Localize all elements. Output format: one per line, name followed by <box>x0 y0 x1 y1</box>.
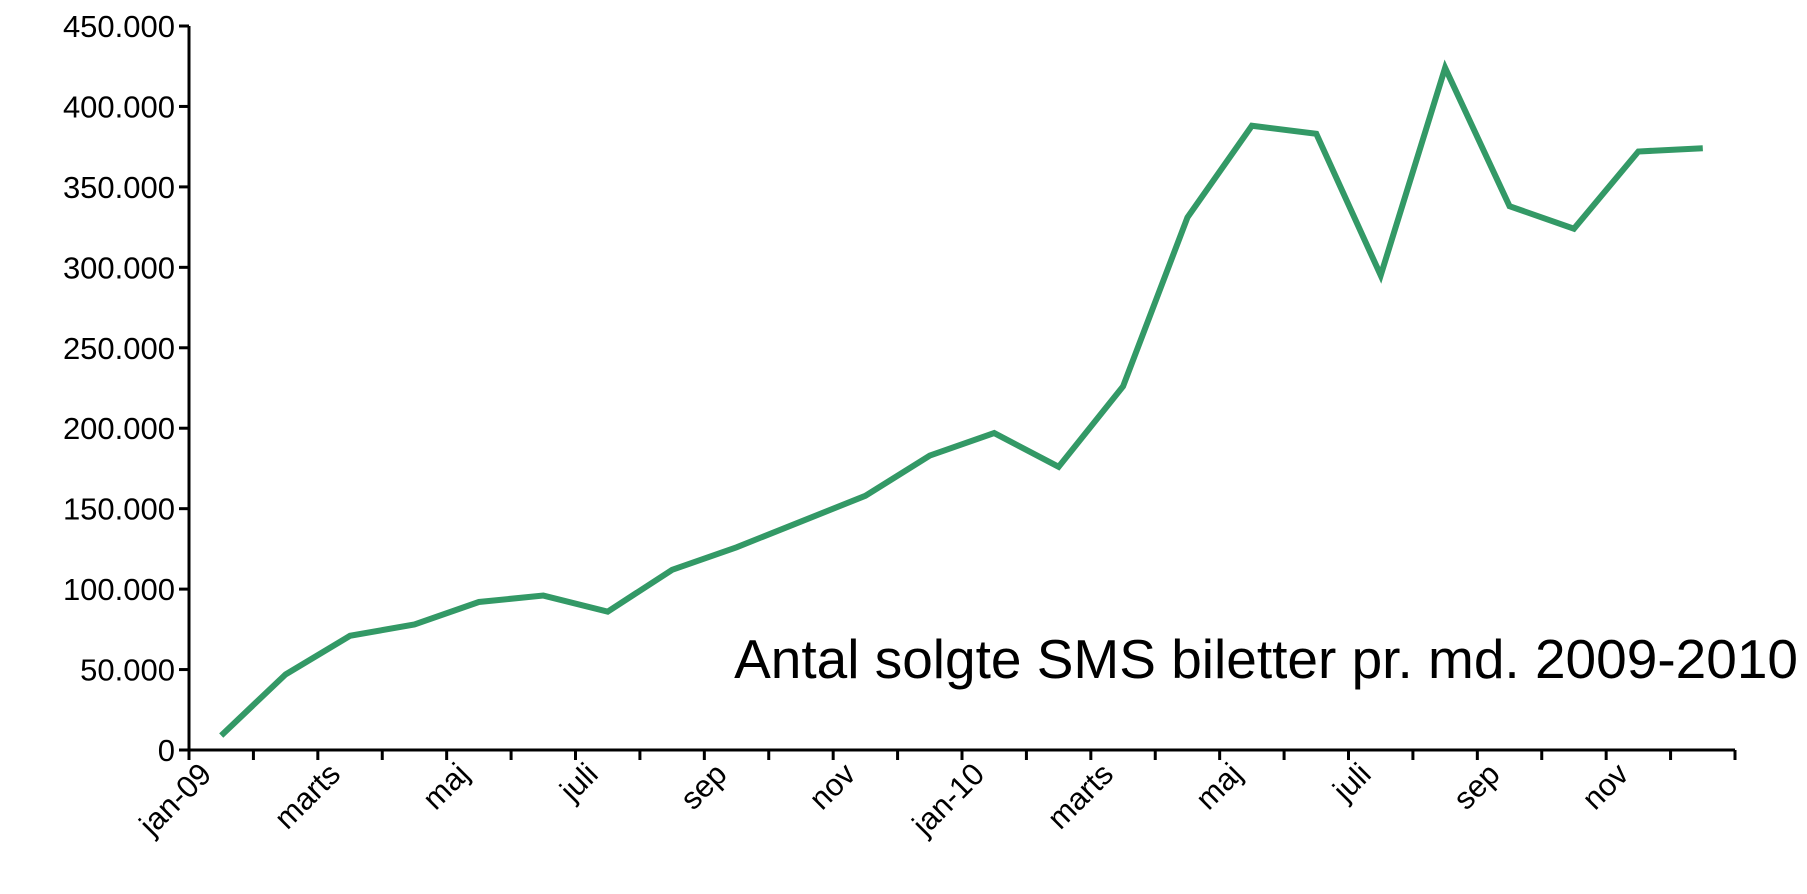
x-tick-label: maj <box>1189 756 1249 816</box>
y-tick-label: 250.000 <box>63 331 175 366</box>
y-tick-label: 450.000 <box>63 9 175 44</box>
y-tick-label: 0 <box>158 733 175 768</box>
y-tick-label: 150.000 <box>63 492 175 527</box>
x-tick-label: jan-09 <box>132 756 218 842</box>
y-tick-label: 200.000 <box>63 411 175 446</box>
x-tick-label: juli <box>1325 756 1377 808</box>
chart-title: Antal solgte SMS biletter pr. md. 2009-2… <box>734 628 1798 690</box>
x-tick-label: juli <box>552 756 604 808</box>
line-series <box>219 59 1703 738</box>
x-tick-label: marts <box>267 756 347 836</box>
x-tick-label: marts <box>1040 756 1120 836</box>
x-tick-label: sep <box>1446 756 1506 816</box>
x-tick-label: nov <box>802 756 862 816</box>
x-tick-label: maj <box>416 756 476 816</box>
x-tick-label: jan-10 <box>905 756 991 842</box>
y-tick-label: 350.000 <box>63 170 175 205</box>
x-tick-label: nov <box>1575 756 1635 816</box>
y-tick-label: 50.000 <box>80 653 175 688</box>
x-tick-label: sep <box>673 756 733 816</box>
y-tick-label: 300.000 <box>63 250 175 285</box>
y-tick-label: 400.000 <box>63 89 175 124</box>
y-tick-label: 100.000 <box>63 572 175 607</box>
